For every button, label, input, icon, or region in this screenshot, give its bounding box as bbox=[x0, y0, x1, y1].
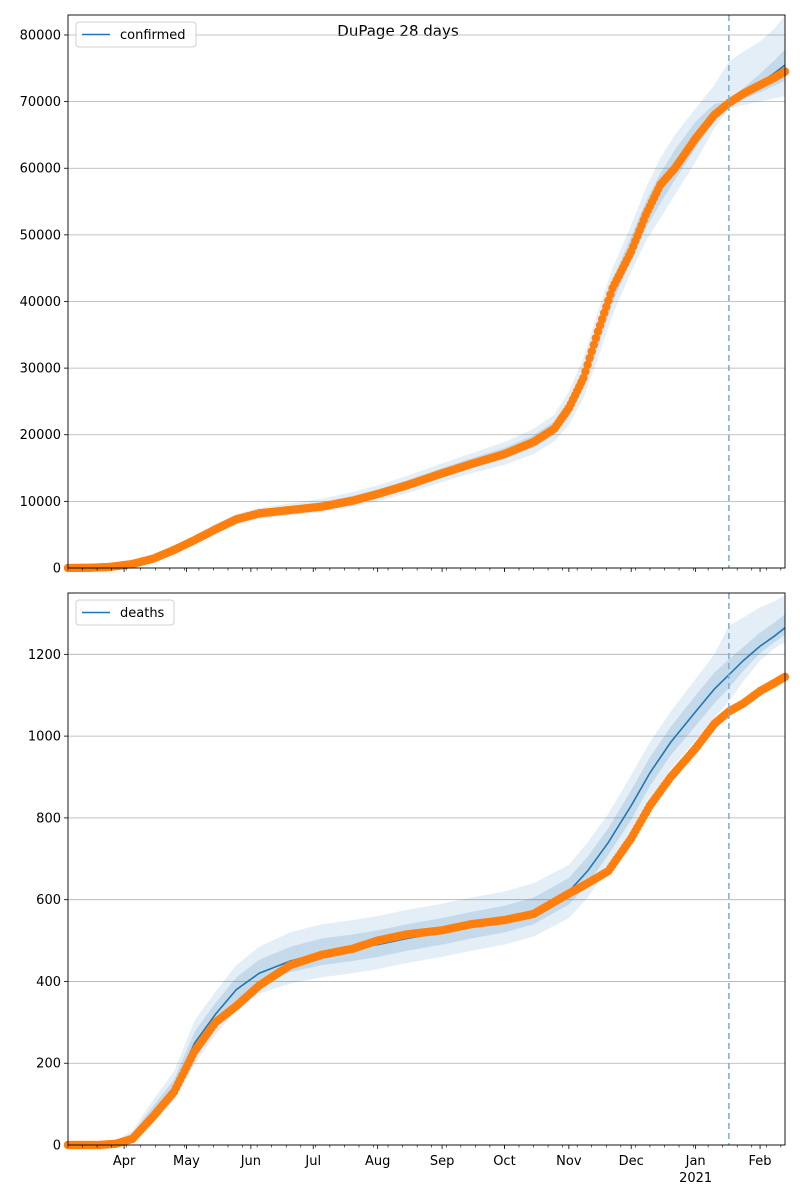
legend-box bbox=[75, 21, 197, 48]
confidence-band-inner bbox=[68, 614, 785, 1145]
x-tick-label: Oct bbox=[493, 1154, 515, 1169]
confidence-band-outer bbox=[68, 15, 785, 568]
y-tick-label: 0 bbox=[53, 562, 61, 577]
y-tick-label: 800 bbox=[36, 811, 61, 826]
observed-point bbox=[589, 340, 598, 350]
y-tick-label: 50000 bbox=[20, 228, 61, 243]
observed-point bbox=[581, 367, 590, 376]
observed-point bbox=[591, 333, 601, 343]
axes-frame bbox=[67, 14, 786, 569]
y-tick-label: 30000 bbox=[20, 362, 61, 377]
y-tick-label: 70000 bbox=[20, 95, 61, 110]
confidence-band-outer bbox=[68, 595, 785, 1145]
x-tick-label: Jun bbox=[240, 1154, 261, 1169]
deaths-panel: 0 200 400 600 800 1000 1200 Apr May Jun Jul Aug Sep O… bbox=[28, 592, 790, 1186]
observed-point bbox=[583, 360, 592, 369]
legend: deaths bbox=[75, 599, 175, 626]
y-tick-label: 1200 bbox=[28, 648, 61, 663]
y-tick-label: 0 bbox=[53, 1139, 61, 1154]
y-tick-label: 400 bbox=[36, 975, 61, 990]
x-tick-label: Jul bbox=[304, 1154, 321, 1169]
x-tick-label: Feb bbox=[749, 1154, 772, 1169]
x-tick-label: Sep bbox=[430, 1154, 455, 1169]
confidence-band-inner bbox=[68, 49, 785, 569]
observed-point bbox=[579, 373, 588, 383]
figure-title: DuPage 28 days bbox=[337, 22, 459, 40]
observed-point bbox=[585, 353, 594, 363]
x-tick-label: Dec bbox=[619, 1154, 644, 1169]
x-tick-label: Nov bbox=[556, 1154, 582, 1169]
x-tick-label: Aug bbox=[365, 1154, 390, 1169]
legend-label: confirmed bbox=[120, 28, 186, 43]
confirmed-panel: 0 10000 20000 30000 40000 50000 60000 70000 8000… bbox=[20, 14, 790, 577]
y-tick-label: 200 bbox=[36, 1057, 61, 1072]
y-tick-label: 600 bbox=[36, 893, 61, 908]
x-tick-label: Apr bbox=[113, 1154, 136, 1169]
y-tick-label: 10000 bbox=[20, 495, 61, 510]
legend-label: deaths bbox=[120, 606, 165, 621]
y-tick-label: 1000 bbox=[28, 730, 61, 745]
y-tick-label: 40000 bbox=[20, 295, 61, 310]
y-tick-label: 80000 bbox=[20, 28, 61, 43]
y-tick-label: 60000 bbox=[20, 162, 61, 177]
observed-point bbox=[587, 347, 596, 356]
axes-frame bbox=[67, 592, 786, 1146]
legend: confirmed bbox=[75, 21, 197, 48]
x-tick-label: May bbox=[173, 1154, 200, 1169]
x-tick-label: Jan bbox=[685, 1154, 706, 1169]
x-year-label: 2021 bbox=[679, 1171, 712, 1186]
legend-box bbox=[75, 599, 175, 626]
y-tick-label: 20000 bbox=[20, 428, 61, 443]
